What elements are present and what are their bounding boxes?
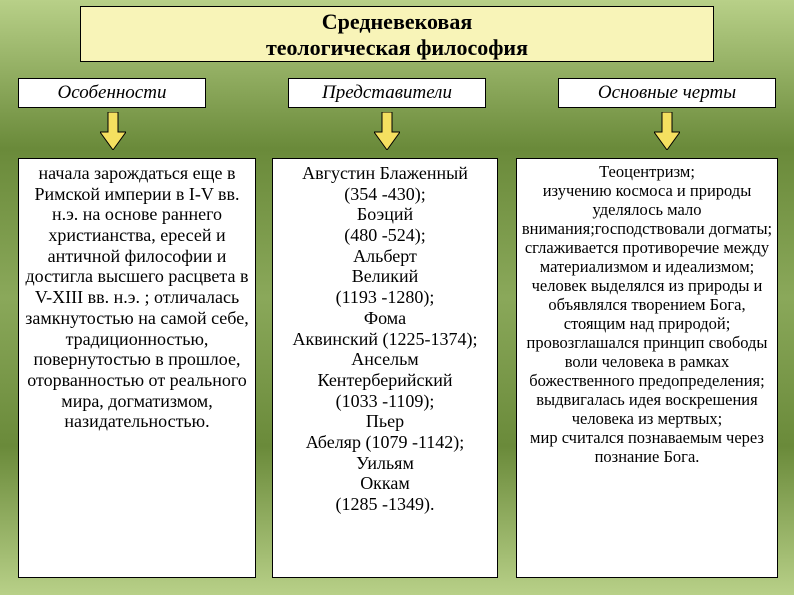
header-traits: Основные черты <box>558 78 776 108</box>
header-features: Особенности <box>18 78 206 108</box>
content-features: начала зарождаться еще в Римской империи… <box>18 158 256 578</box>
content-representatives: Августин Блаженный(354 -430);Боэций(480 … <box>272 158 498 578</box>
arrow-down-icon <box>100 112 126 150</box>
main-title: Средневековаятеологическая философия <box>80 6 714 62</box>
arrow-down-icon <box>374 112 400 150</box>
header-representatives: Представители <box>288 78 486 108</box>
arrow-down-icon <box>654 112 680 150</box>
content-traits: Теоцентризм;изучению космоса и природы у… <box>516 158 778 578</box>
